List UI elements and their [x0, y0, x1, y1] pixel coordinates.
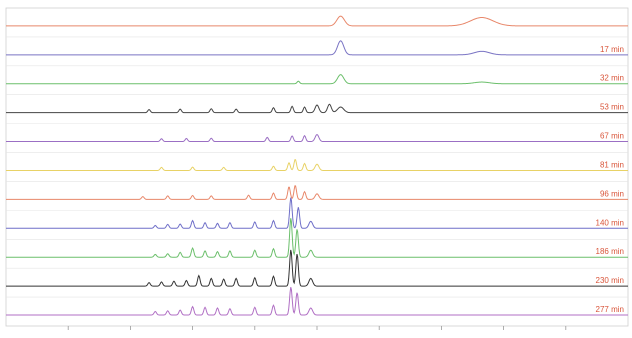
trace-label-2: 32 min	[600, 74, 624, 83]
trace-line-5	[6, 159, 628, 171]
trace-line-2	[6, 74, 628, 85]
trace-line-3	[6, 103, 628, 114]
trace-line-6	[6, 185, 628, 200]
trace-label-7: 140 min	[596, 218, 624, 227]
trace-line-7	[6, 197, 628, 229]
trace-label-10: 277 min	[596, 305, 624, 314]
trace-label-1: 17 min	[600, 45, 624, 54]
trace-line-1	[6, 40, 628, 56]
trace-dividers	[6, 36, 628, 298]
trace-label-5: 81 min	[600, 160, 624, 169]
trace-label-4: 67 min	[600, 132, 624, 141]
x-axis-ticks	[67, 326, 567, 330]
trace-label-9: 230 min	[596, 276, 624, 285]
plot-frame	[5, 7, 629, 327]
trace-label-group: 17 min 32 min 53 min 67 min 81 min 96 min 140 …	[596, 45, 624, 314]
trace-line-4	[6, 133, 628, 143]
trace-line-10	[6, 287, 628, 316]
trace-line-8	[6, 218, 628, 258]
trace-label-3: 53 min	[600, 103, 624, 112]
trace-group	[6, 15, 628, 316]
trace-label-8: 186 min	[596, 247, 624, 256]
trace-line-9	[6, 249, 628, 287]
trace-label-6: 96 min	[600, 189, 624, 198]
trace-line-0	[6, 15, 628, 27]
